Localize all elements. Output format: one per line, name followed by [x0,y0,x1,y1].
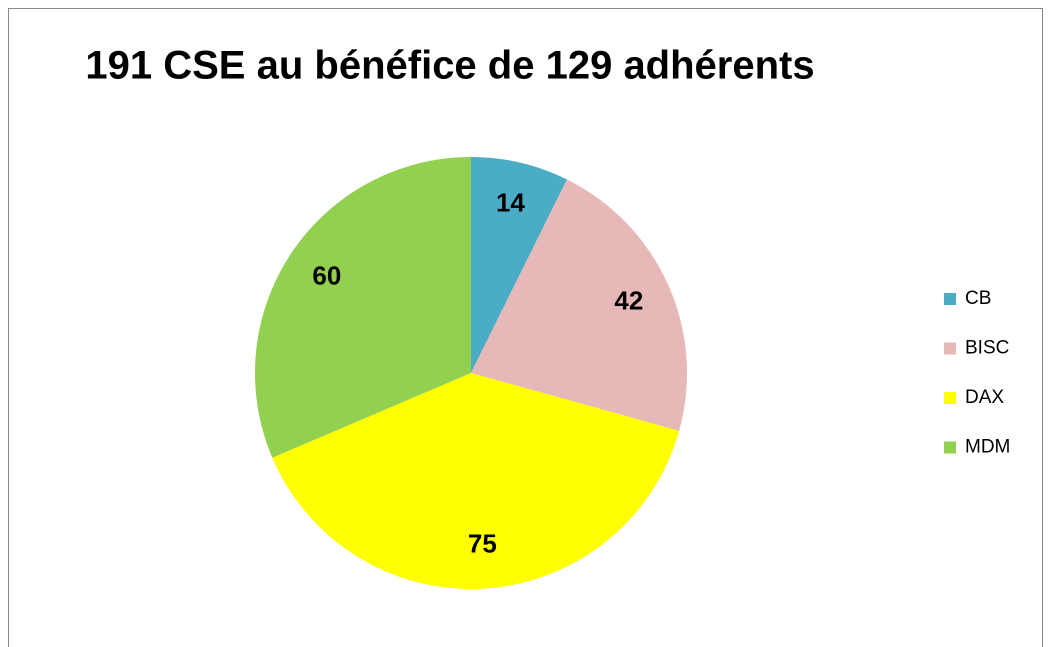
legend-swatch [944,441,956,454]
legend-label: CB [965,288,991,309]
data-label: 14 [496,188,525,218]
legend-label: BISC [965,338,1009,359]
legend-swatch [944,293,956,305]
pie-slice [471,179,688,431]
data-label: 42 [614,286,643,316]
pie-slice [254,157,471,458]
legend-label: DAX [965,387,1004,408]
data-label: 60 [312,261,341,291]
legend-swatch [944,392,956,404]
legend-label: MDM [965,437,1010,458]
pie-slice [471,157,567,373]
legend-swatch [944,342,956,355]
data-label: 75 [468,528,497,558]
pie-slice [272,373,680,589]
chart-title: 191 CSE au bénéfice de 129 adhérents [85,44,814,88]
